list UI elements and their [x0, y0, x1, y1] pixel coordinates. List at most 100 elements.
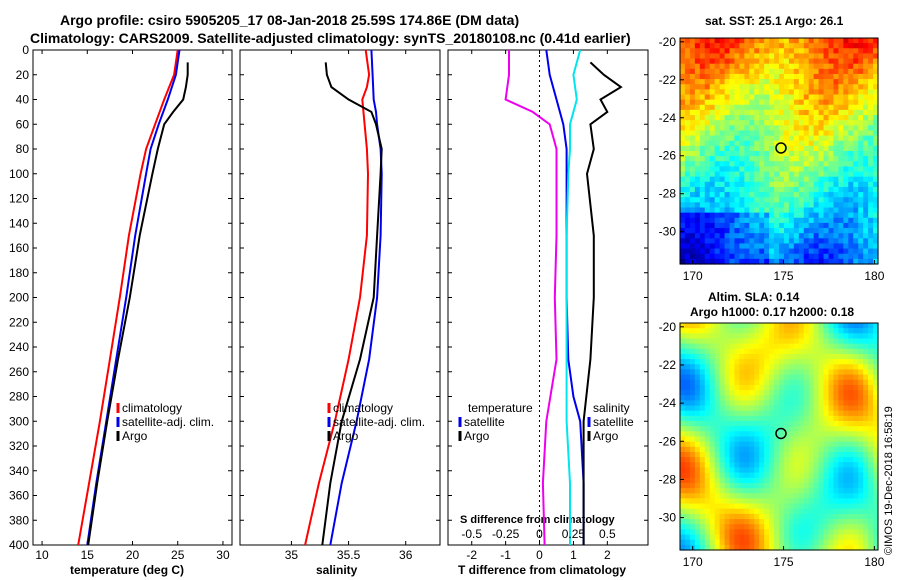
heatmap-cell — [739, 405, 745, 412]
heatmap-cell — [754, 333, 760, 340]
heatmap-cell — [724, 482, 731, 489]
heatmap-cell — [779, 384, 785, 391]
heatmap-cell — [798, 248, 805, 255]
heatmap-cell — [813, 94, 820, 101]
heatmap-cell — [818, 130, 825, 137]
heatmap-cell — [823, 426, 830, 432]
heatmap-cell — [719, 161, 726, 168]
heatmap-cell — [774, 228, 780, 234]
heatmap-cell — [788, 217, 795, 224]
heatmap-cell — [774, 493, 780, 500]
heatmap-cell — [680, 186, 686, 193]
heatmap-cell — [734, 130, 740, 137]
heatmap-cell — [724, 192, 731, 198]
heatmap-cell — [788, 104, 795, 111]
heatmap-cell — [873, 503, 879, 510]
heatmap-cell — [803, 503, 810, 510]
heatmap-cell — [774, 207, 780, 214]
heatmap-cell — [858, 539, 864, 546]
heatmap-cell — [754, 166, 760, 173]
heatmap-cell — [769, 176, 775, 183]
heatmap-cell — [818, 181, 825, 188]
heatmap-cell — [714, 400, 721, 407]
heatmap-cell — [754, 176, 760, 183]
heatmap-cell — [704, 94, 711, 101]
heatmap-cell — [783, 89, 790, 96]
heatmap-cell — [843, 253, 849, 260]
heatmap-cell — [779, 323, 785, 329]
heatmap-cell — [744, 353, 750, 360]
sst-heatmap — [680, 38, 879, 265]
heatmap-cell — [848, 89, 854, 96]
heatmap-cell — [684, 328, 691, 334]
heatmap-cell — [798, 104, 805, 111]
heatmap-cell — [853, 43, 859, 49]
heatmap-cell — [868, 253, 874, 260]
heatmap-cell — [739, 38, 745, 44]
heatmap-cell — [719, 544, 726, 551]
heatmap-cell — [739, 348, 745, 355]
heatmap-cell — [749, 238, 755, 245]
heatmap-cell — [699, 446, 706, 453]
heatmap-cell — [734, 467, 740, 474]
heatmap-cell — [734, 446, 740, 453]
heatmap-cell — [873, 374, 879, 381]
heatmap-cell — [764, 359, 770, 365]
heatmap-cell — [709, 197, 716, 203]
heatmap-cell — [684, 384, 691, 391]
heatmap-cell — [848, 217, 854, 224]
heatmap-cell — [684, 379, 691, 386]
heatmap-cell — [848, 125, 854, 132]
heatmap-cell — [699, 353, 706, 360]
heatmap-cell — [699, 488, 706, 494]
heatmap-cell — [848, 431, 854, 438]
heatmap-cell — [719, 431, 726, 438]
heatmap-cell — [803, 63, 810, 70]
heatmap-cell — [699, 197, 706, 203]
heatmap-cell — [769, 477, 775, 484]
heatmap-cell — [714, 457, 721, 463]
heatmap-cell — [818, 513, 825, 520]
heatmap-cell — [699, 493, 706, 500]
heatmap-cell — [714, 333, 721, 340]
heatmap-cell — [759, 384, 765, 391]
heatmap-cell — [714, 529, 721, 536]
heatmap-cell — [699, 151, 706, 157]
heatmap-cell — [868, 529, 874, 536]
heatmap-cell — [714, 238, 721, 245]
heatmap-cell — [699, 508, 706, 515]
heatmap-cell — [818, 171, 825, 178]
heatmap-cell — [764, 192, 770, 198]
heatmap-cell — [749, 84, 755, 90]
heatmap-cell — [838, 503, 844, 510]
heatmap-cell — [808, 462, 815, 469]
heatmap-cell — [729, 410, 736, 417]
heatmap-cell — [813, 534, 820, 541]
heatmap-cell — [783, 544, 790, 551]
heatmap-cell — [838, 323, 844, 329]
heatmap-cell — [714, 207, 721, 214]
heatmap-cell — [684, 405, 691, 412]
heatmap-cell — [754, 73, 760, 80]
heatmap-cell — [694, 99, 701, 106]
heatmap-cell — [783, 457, 790, 463]
heatmap-cell — [873, 48, 879, 55]
heatmap-cell — [709, 151, 716, 157]
heatmap-cell — [848, 186, 854, 193]
heatmap-cell — [779, 228, 785, 234]
heatmap-cell — [699, 140, 706, 147]
heatmap-cell — [744, 176, 750, 183]
heatmap-cell — [798, 140, 805, 147]
heatmap-cell — [798, 181, 805, 188]
heatmap-cell — [793, 202, 800, 209]
heatmap-cell — [873, 498, 879, 505]
heatmap-cell — [729, 94, 736, 101]
heatmap-cell — [833, 125, 839, 132]
heatmap-cell — [828, 493, 835, 500]
heatmap-cell — [833, 115, 839, 121]
heatmap-cell — [868, 384, 874, 391]
heatmap-cell — [749, 38, 755, 44]
heatmap-cell — [793, 477, 800, 484]
heatmap-cell — [684, 192, 691, 198]
heatmap-cell — [813, 374, 820, 381]
